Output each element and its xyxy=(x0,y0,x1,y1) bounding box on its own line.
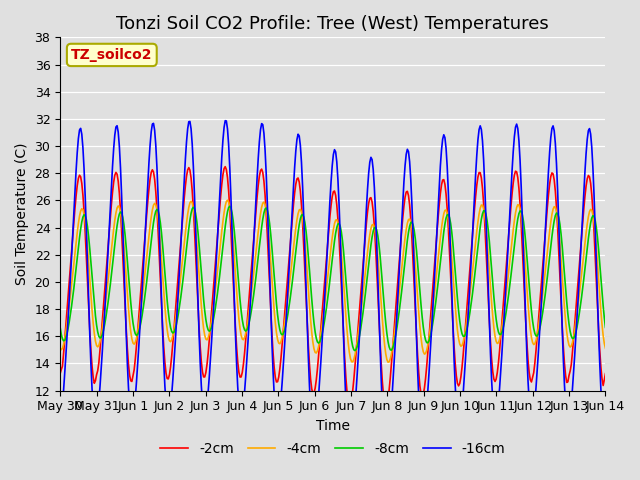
-8cm xyxy=(226,204,234,209)
-4cm xyxy=(287,265,295,271)
-4cm xyxy=(223,197,231,203)
-16cm xyxy=(227,194,235,200)
Line: -16cm: -16cm xyxy=(60,120,605,451)
-2cm xyxy=(382,404,390,409)
-16cm xyxy=(554,188,561,193)
-16cm xyxy=(221,118,229,123)
-4cm xyxy=(554,216,561,222)
-2cm xyxy=(460,352,467,358)
-16cm xyxy=(56,420,64,426)
-4cm xyxy=(460,339,467,345)
Y-axis label: Soil Temperature (C): Soil Temperature (C) xyxy=(15,143,29,285)
-4cm xyxy=(384,360,392,365)
-8cm xyxy=(287,288,295,293)
-4cm xyxy=(227,214,235,219)
-16cm xyxy=(390,367,397,372)
Line: -4cm: -4cm xyxy=(60,200,605,362)
-8cm xyxy=(460,333,467,339)
-16cm xyxy=(383,448,390,454)
-4cm xyxy=(602,345,609,351)
-4cm xyxy=(362,260,370,265)
Legend: -2cm, -4cm, -8cm, -16cm: -2cm, -4cm, -8cm, -16cm xyxy=(155,436,511,461)
-8cm xyxy=(227,205,235,211)
-2cm xyxy=(602,371,609,376)
-2cm xyxy=(287,228,295,234)
-8cm xyxy=(364,272,371,277)
-16cm xyxy=(602,420,609,426)
-16cm xyxy=(287,226,295,232)
-2cm xyxy=(390,332,397,338)
-4cm xyxy=(56,345,64,351)
-8cm xyxy=(390,342,397,348)
-16cm xyxy=(460,391,467,397)
Text: TZ_soilco2: TZ_soilco2 xyxy=(71,48,152,62)
-4cm xyxy=(390,336,397,342)
Line: -2cm: -2cm xyxy=(60,167,605,407)
-2cm xyxy=(554,225,561,231)
-8cm xyxy=(351,348,359,354)
X-axis label: Time: Time xyxy=(316,419,350,433)
-8cm xyxy=(554,211,561,216)
-8cm xyxy=(56,324,64,330)
-16cm xyxy=(362,206,370,212)
-2cm xyxy=(362,220,370,226)
-2cm xyxy=(221,164,229,169)
-2cm xyxy=(227,228,235,233)
-2cm xyxy=(56,371,64,376)
Line: -8cm: -8cm xyxy=(60,206,605,351)
Title: Tonzi Soil CO2 Profile: Tree (West) Temperatures: Tonzi Soil CO2 Profile: Tree (West) Temp… xyxy=(116,15,549,33)
-8cm xyxy=(602,324,609,330)
